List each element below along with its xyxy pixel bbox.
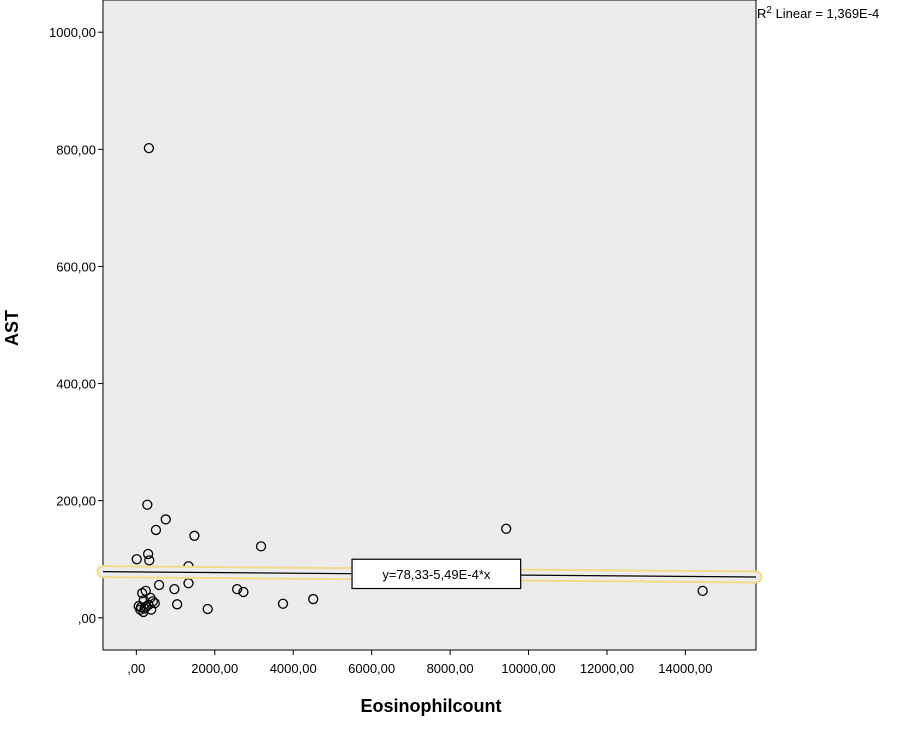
equation-label-box bbox=[351, 558, 522, 590]
data-point bbox=[142, 548, 154, 560]
x-tick-label: 8000,00 bbox=[427, 661, 474, 676]
fit-line-group: y=78,33-5,49E-4*x bbox=[96, 558, 763, 590]
y-tick-label: 1000,00 bbox=[49, 25, 96, 40]
x-tick-label: 4000,00 bbox=[270, 661, 317, 676]
y-tick-label: 800,00 bbox=[56, 142, 96, 157]
x-tick-label: ,00 bbox=[127, 661, 145, 676]
data-point bbox=[697, 585, 708, 597]
data-point bbox=[153, 579, 165, 591]
x-tick-label: 2000,00 bbox=[191, 661, 238, 676]
data-point bbox=[150, 524, 162, 536]
data-point bbox=[142, 499, 153, 510]
y-axis: ,00 200,00 400,00 600,00 800,00 1000,00 bbox=[49, 25, 103, 626]
data-point bbox=[144, 555, 155, 566]
x-tick-label: 10000,00 bbox=[501, 661, 555, 676]
y-tick-label: 400,00 bbox=[56, 377, 96, 392]
x-axis-title: Eosinophilcount bbox=[361, 696, 502, 716]
x-tick-label: 14000,00 bbox=[658, 661, 712, 676]
data-point bbox=[143, 143, 155, 154]
data-point bbox=[238, 586, 249, 598]
r2-label-sup: 2 bbox=[766, 5, 772, 16]
r2-label: R2 Linear = 1,369E-4 bbox=[757, 5, 879, 21]
data-point bbox=[138, 606, 149, 618]
y-tick-label: 200,00 bbox=[56, 494, 96, 509]
data-point bbox=[140, 585, 151, 597]
data-point bbox=[308, 593, 319, 605]
y-tick-label: ,00 bbox=[78, 611, 96, 626]
y-axis-title: AST bbox=[2, 310, 22, 346]
data-point bbox=[140, 601, 152, 612]
r2-label-text: Linear = 1,369E-4 bbox=[772, 6, 879, 21]
data-point bbox=[277, 598, 289, 609]
data-points bbox=[131, 143, 708, 618]
x-tick-label: 12000,00 bbox=[580, 661, 634, 676]
equation-label: y=78,33-5,49E-4*x bbox=[382, 567, 491, 582]
r2-label-prefix: R bbox=[757, 6, 766, 21]
data-point bbox=[189, 530, 200, 541]
data-point bbox=[202, 603, 213, 615]
data-point bbox=[171, 599, 183, 610]
data-point bbox=[169, 583, 180, 595]
data-point bbox=[231, 583, 243, 595]
data-point bbox=[131, 554, 142, 565]
y-tick-label: 600,00 bbox=[56, 259, 96, 274]
data-point bbox=[501, 523, 512, 534]
plot-area bbox=[102, 0, 757, 651]
x-axis: ,00 2000,00 4000,00 6000,00 8000,00 10000,00 1… bbox=[127, 650, 713, 676]
data-point bbox=[160, 514, 171, 525]
data-point bbox=[135, 604, 146, 615]
data-point bbox=[255, 541, 267, 552]
x-tick-label: 6000,00 bbox=[348, 661, 395, 676]
